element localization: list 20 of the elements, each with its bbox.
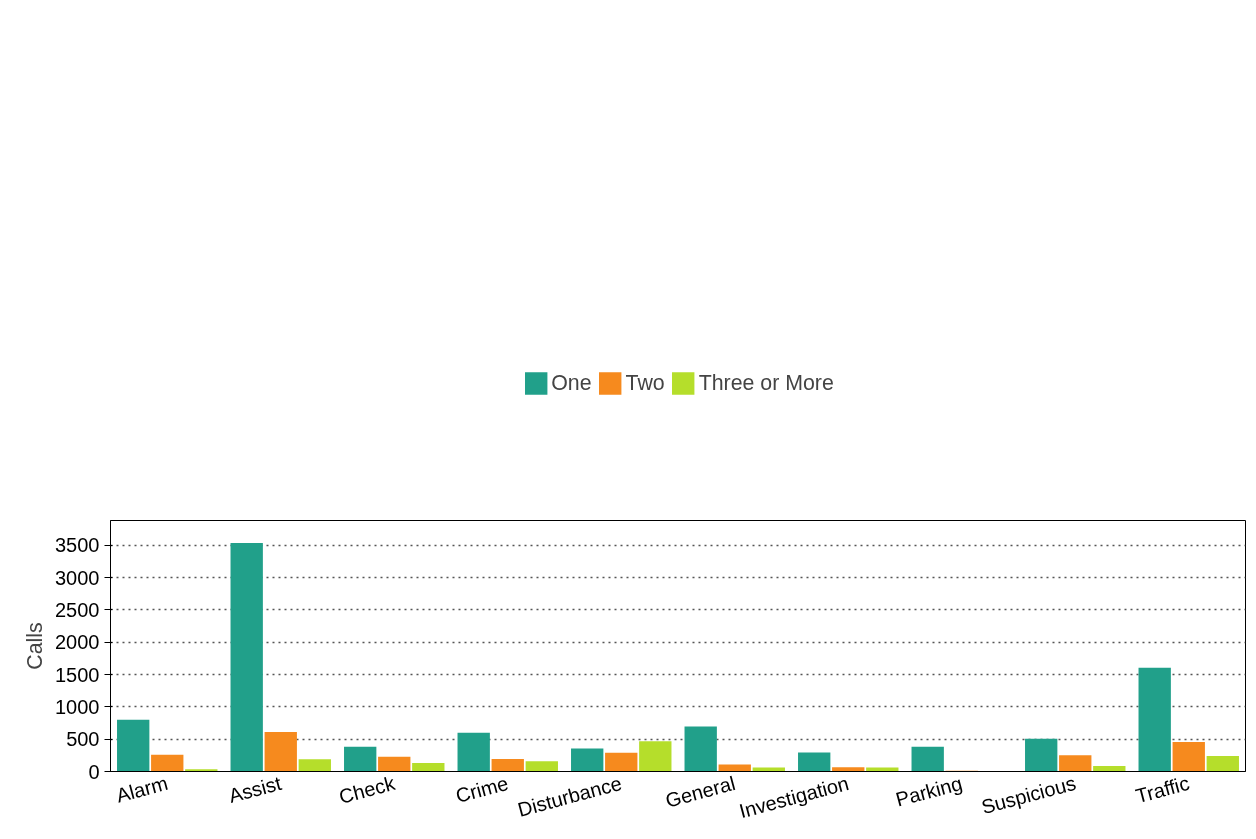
y-tick-label: 3000 [55, 566, 100, 589]
x-tick-label: Traffic [1133, 771, 1192, 808]
x-tick-label: Alarm [113, 771, 171, 807]
legend-label: One [551, 370, 592, 396]
x-tick-label: Parking [893, 771, 965, 811]
y-tick-label: 500 [66, 728, 100, 751]
x-tick-label: Assist [226, 771, 285, 807]
x-tick-label: Suspicious [978, 771, 1079, 819]
y-tick-label: 2500 [55, 598, 100, 621]
x-tick-label: General [663, 771, 738, 812]
x-tick-label: Crime [453, 771, 511, 807]
x-tick-label: Check [336, 771, 399, 808]
y-tick-label: 0 [88, 760, 100, 783]
y-tick-label: 1000 [55, 695, 100, 718]
y-tick-label: 1500 [55, 663, 100, 686]
y-axis-title: Calls [23, 622, 48, 670]
y-tick-label: 3500 [55, 534, 100, 557]
legend-label: Three or More [698, 370, 834, 396]
y-tick-label: 2000 [55, 631, 100, 654]
legend-label: Two [625, 370, 665, 396]
